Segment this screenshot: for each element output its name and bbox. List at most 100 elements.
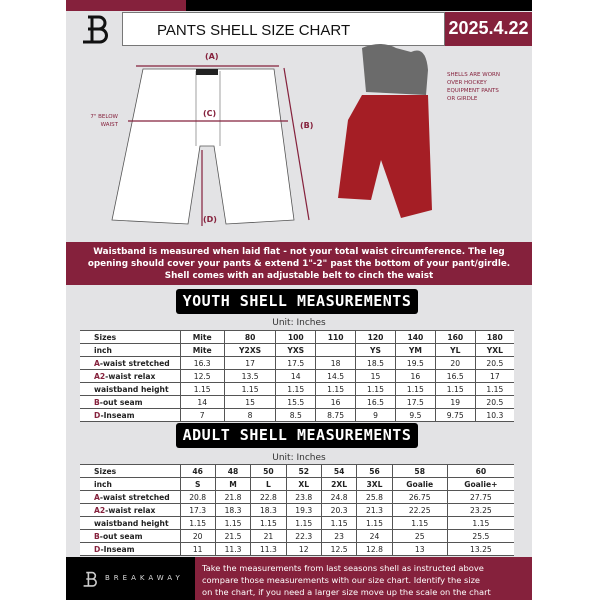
table-cell: 1.15 [394,382,436,396]
table-cell: 17.3 [179,503,216,517]
table-cell: YS [355,343,396,357]
footer-line: on the chart, if you need a larger size … [202,587,491,597]
row-label: inch [80,477,180,491]
table-cell: 12.5 [179,369,225,383]
table-cell: 13 [391,542,448,556]
table-cell: 52 [285,464,322,478]
table-cell: Y2XS [223,343,276,357]
table-cell: 14 [275,369,316,383]
table-cell: 16 [394,369,436,383]
label-b: (B) [300,121,314,130]
row-label: A-waist stretched [80,490,180,504]
table-cell: 54 [320,464,357,478]
table-cell: 10.3 [474,408,514,422]
table-cell: 21.3 [356,503,393,517]
table-cell: 9.5 [394,408,436,422]
table-row: Sizes Mite 80 100 110 120 140 160 180 [80,330,514,344]
table-cell: 22.3 [285,529,322,543]
table-row: waistband height 1.15 1.15 1.15 1.15 1.15 1.15… [80,516,514,530]
table-cell: 12.8 [356,542,393,556]
table-cell: 11.3 [214,542,251,556]
table-cell: 80 [223,330,276,344]
table-row: A2-waist relax 12.5 13.5 14 14.5 15 16 16.5 17 [80,369,514,383]
table-cell: 8.75 [315,408,356,422]
table-cell: 1.15 [434,382,476,396]
table-cell: 16 [315,395,356,409]
table-cell: L [250,477,287,491]
table-cell: 20.5 [474,356,514,370]
table-cell: 17 [223,356,276,370]
measure-name: -waist relax [105,505,156,515]
table-cell: YXL [474,343,514,357]
top-black-bar [186,0,532,11]
table-cell: 18.3 [250,503,287,517]
table-row: D-Inseam 7 8 8.5 8.75 9 9.5 9.75 10.3 [80,408,514,422]
table-cell: YL [434,343,476,357]
brand-name: BREAKAWAY [105,574,184,582]
table-cell: XL [285,477,322,491]
table-cell: 15.5 [275,395,316,409]
table-cell: 1.15 [250,516,287,530]
page-title: PANTS SHELL SIZE CHART [122,12,445,46]
table-cell: 26.75 [391,490,448,504]
table-cell: 1.15 [474,382,514,396]
label-a: (A) [205,52,219,61]
table-cell: 1.15 [446,516,514,530]
table-cell: 1.15 [179,382,225,396]
table-cell: Mite [179,343,225,357]
table-cell [315,343,356,357]
footer-logo-icon [83,571,97,587]
table-cell: 20 [434,356,476,370]
table-cell: 22.8 [250,490,287,504]
table-cell: 1.15 [179,516,216,530]
table-cell: YXS [275,343,316,357]
table-cell: 8 [223,408,276,422]
table-cell: 14 [179,395,225,409]
date-badge: 2025.4.22 [445,12,532,46]
row-label: D-Inseam [80,542,180,556]
table-cell: 17.5 [394,395,436,409]
info-band: Waistband is measured when laid flat - n… [66,242,532,285]
table-cell: 9 [355,408,396,422]
info-line: opening should cover your pants & extend… [87,259,511,269]
table-cell: 120 [355,330,396,344]
table-cell: 20.3 [320,503,357,517]
table-cell: 13.25 [446,542,514,556]
table-cell: 3XL [356,477,393,491]
table-cell: 11 [179,542,216,556]
measure-name: -waist stretched [99,492,170,502]
table-cell: Goalie+ [446,477,514,491]
measure-name: Sizes [94,332,117,342]
table-row: Sizes 46 48 50 52 54 56 58 60 [80,464,514,478]
shell-note: SHELLS ARE WORN OVER HOCKEY EQUIPMENT PA… [447,71,500,103]
info-line: Waistband is measured when laid flat - n… [93,247,505,257]
table-row: A-waist stretched 16.3 17 17.5 18 18.5 19.5 20 2… [80,356,514,370]
table-cell: 24 [356,529,393,543]
footer-line: Take the measurements from last seasons … [202,563,484,573]
pants-diagram [111,44,432,226]
table-cell: 48 [214,464,251,478]
table-cell: 110 [315,330,356,344]
table-cell: 27.75 [446,490,514,504]
measure-name: -Inseam [100,544,135,554]
table-cell: 20.8 [179,490,216,504]
footer-line: compare those measurements with our size… [202,575,481,585]
youth-table: Sizes Mite 80 100 110 120 140 160 180 inch Mite Y2X… [80,330,514,422]
table-cell: 22.25 [391,503,448,517]
measure-code: A [94,492,100,502]
top-accent-bar [66,0,186,11]
table-row: inch S M L XL 2XL 3XL Goalie Goalie+ [80,477,514,491]
row-label: waistband height [80,516,180,530]
table-cell: M [214,477,251,491]
table-row: waistband height 1.15 1.15 1.15 1.15 1.15 1.15… [80,382,514,396]
adult-title: ADULT SHELL MEASUREMENTS [176,423,418,448]
table-cell: 23 [320,529,357,543]
measure-code: B [94,531,100,541]
row-label: Sizes [80,330,180,344]
footer-instructions: Take the measurements from last seasons … [195,557,532,600]
row-label: waistband height [80,382,180,396]
measure-name: Sizes [94,466,117,476]
table-cell: 21.5 [214,529,251,543]
table-cell: 20 [179,529,216,543]
measure-name: -waist relax [105,371,156,381]
